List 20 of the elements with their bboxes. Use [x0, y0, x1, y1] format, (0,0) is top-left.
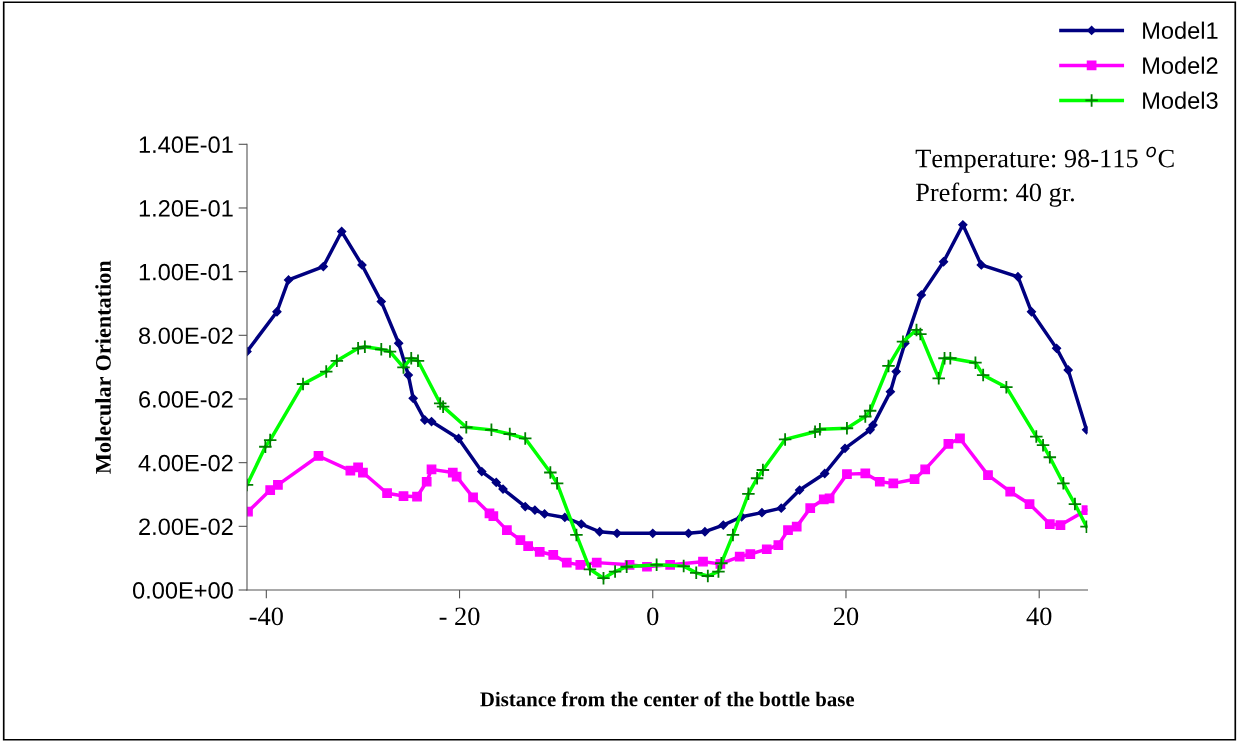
y-tick-label: 8.00E-02 [139, 327, 233, 345]
y-tick-label: 1.40E-01 [139, 136, 233, 154]
x-tick-label: 40 [1026, 607, 1052, 626]
x-tick-label: - 20 [439, 607, 480, 626]
y-tick-label: 0.00E+00 [132, 582, 233, 599]
y-tick-label: 2.00E-02 [139, 518, 233, 536]
legend-label: Model1 [1143, 21, 1218, 39]
y-tick-label: 6.00E-02 [139, 391, 233, 408]
y-tick-label: 1.20E-01 [139, 200, 233, 217]
legend-label: Model2 [1143, 56, 1218, 74]
x-axis-title: Distance from the center of the bottle base [480, 691, 855, 707]
y-axis-title: Molecular Orientation [95, 260, 111, 474]
x-tick-label: -40 [249, 607, 283, 626]
x-tick-label: 20 [833, 607, 859, 626]
y-tick-label: 1.00E-01 [139, 263, 233, 281]
y-tick-label: 4.00E-02 [138, 454, 233, 472]
x-tick-label: 0 [647, 607, 659, 626]
annotation: Temperature: 98-115 $^{o}$C [915, 146, 1174, 173]
legend-label: Model3 [1143, 91, 1218, 109]
annotation: Preform: 40 gr. [915, 182, 1074, 207]
